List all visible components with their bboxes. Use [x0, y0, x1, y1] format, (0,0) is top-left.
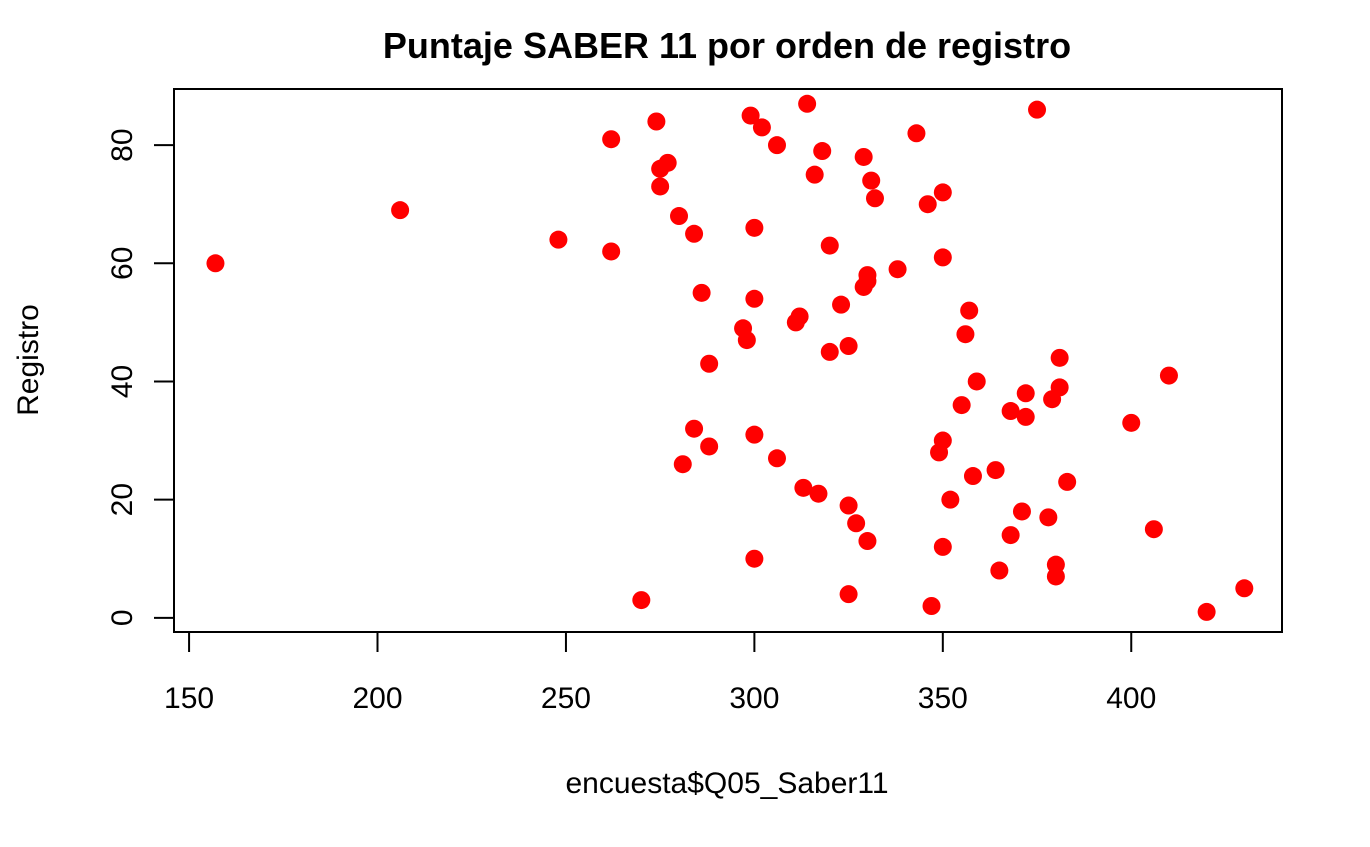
data-point-17 [839, 496, 858, 515]
data-point-82 [1028, 100, 1047, 119]
data-point-8 [1046, 555, 1065, 574]
data-point-56 [888, 260, 907, 279]
y-axis: 0 20 40 60 80 [106, 128, 175, 626]
data-point-7 [990, 561, 1009, 580]
data-point-62 [685, 224, 704, 243]
data-point-4 [839, 585, 858, 604]
data-point-16 [1012, 502, 1031, 521]
data-point-9 [745, 549, 764, 568]
data-point-39 [1159, 366, 1178, 385]
data-point-48 [790, 307, 809, 326]
data-point-52 [692, 283, 711, 302]
data-point-13 [1144, 520, 1163, 539]
data-point-15 [1039, 508, 1058, 527]
data-point-32 [1016, 407, 1035, 426]
data-point-37 [1050, 378, 1069, 397]
data-point-3 [632, 591, 651, 610]
data-point-58 [933, 248, 952, 267]
y-axis-label: Registro [12, 304, 45, 416]
y-tick-label: 20 [106, 483, 139, 516]
data-point-78 [907, 124, 926, 143]
x-tick-label: 250 [541, 682, 591, 715]
data-point-76 [767, 136, 786, 155]
data-point-43 [839, 337, 858, 356]
chart-title: Puntaje SABER 11 por orden de registro [383, 25, 1071, 66]
data-point-64 [670, 207, 689, 226]
x-axis-label: encuesta$Q05_Saber11 [565, 767, 888, 800]
data-point-51 [745, 289, 764, 308]
x-axis: 150 200 250 300 350 400 [164, 631, 1156, 715]
data-point-75 [813, 142, 832, 161]
data-point-74 [854, 147, 873, 166]
data-point-68 [933, 183, 952, 202]
data-point-77 [602, 130, 621, 149]
data-point-34 [952, 396, 971, 415]
x-tick-label: 350 [918, 682, 968, 715]
data-point-42 [820, 342, 839, 361]
y-tick-label: 80 [106, 128, 139, 161]
data-point-46 [734, 319, 753, 338]
data-point-10 [933, 537, 952, 556]
data-point-21 [1058, 472, 1077, 491]
data-point-80 [647, 112, 666, 131]
data-point-57 [206, 254, 225, 273]
data-point-30 [685, 419, 704, 438]
data-point-1 [1197, 602, 1216, 621]
data-point-20 [794, 478, 813, 497]
data-point-45 [956, 325, 975, 344]
data-point-25 [767, 449, 786, 468]
data-point-67 [865, 189, 884, 208]
data-point-69 [651, 177, 670, 196]
x-tick-label: 400 [1106, 682, 1156, 715]
data-point-38 [967, 372, 986, 391]
data-point-50 [832, 295, 851, 314]
data-point-11 [858, 532, 877, 551]
data-point-71 [805, 165, 824, 184]
data-point-24 [673, 455, 692, 474]
data-point-66 [918, 195, 937, 214]
data-point-49 [960, 301, 979, 320]
data-point-23 [986, 461, 1005, 480]
data-point-12 [1001, 526, 1020, 545]
data-point-79 [752, 118, 771, 137]
data-point-40 [700, 354, 719, 373]
data-point-14 [847, 514, 866, 533]
x-tick-label: 300 [729, 682, 779, 715]
data-points [206, 94, 1254, 621]
data-point-22 [963, 467, 982, 486]
data-point-27 [700, 437, 719, 456]
data-point-83 [798, 94, 817, 113]
y-tick-label: 0 [106, 609, 139, 626]
y-tick-label: 60 [106, 247, 139, 280]
data-point-29 [745, 425, 764, 444]
data-point-65 [391, 201, 410, 220]
data-point-33 [1001, 402, 1020, 421]
data-point-70 [862, 171, 881, 190]
plot-area-frame [173, 88, 1283, 633]
data-point-81 [741, 106, 760, 125]
data-point-18 [941, 490, 960, 509]
y-tick-label: 40 [106, 365, 139, 398]
x-tick-label: 150 [164, 682, 214, 715]
data-point-36 [1016, 384, 1035, 403]
data-point-31 [1122, 413, 1141, 432]
data-point-19 [809, 484, 828, 503]
data-point-55 [858, 266, 877, 285]
data-point-5 [1235, 579, 1254, 598]
data-point-59 [602, 242, 621, 261]
data-point-73 [658, 153, 677, 172]
x-tick-label: 200 [352, 682, 402, 715]
data-point-63 [745, 218, 764, 237]
data-point-2 [922, 597, 941, 615]
data-point-61 [549, 230, 568, 249]
data-point-41 [1050, 348, 1069, 367]
data-point-60 [820, 236, 839, 255]
data-point-28 [933, 431, 952, 450]
